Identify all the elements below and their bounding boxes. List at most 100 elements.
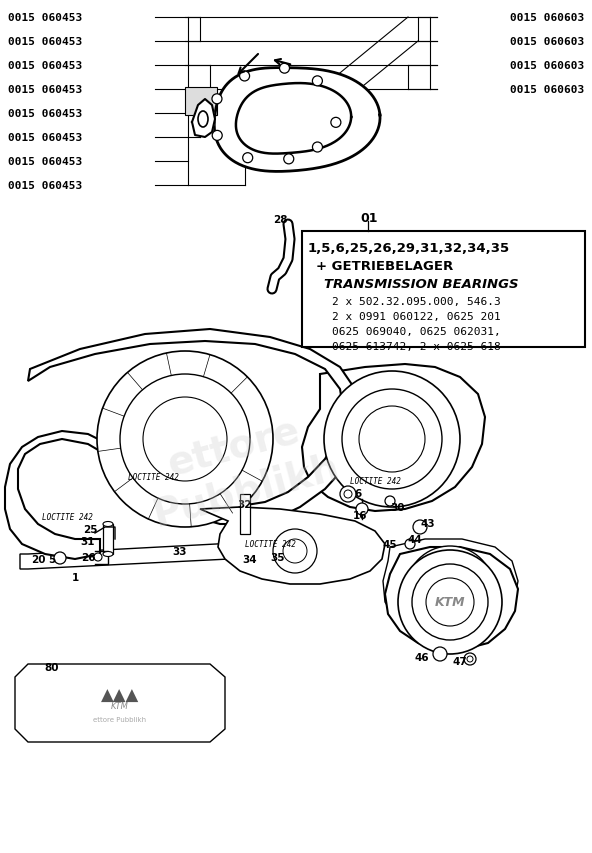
Bar (240, 495, 250, 534)
Text: 29: 29 (301, 259, 315, 270)
Circle shape (467, 656, 473, 662)
Text: 1: 1 (72, 572, 79, 583)
Text: 31: 31 (81, 537, 95, 547)
Text: 0015 060453: 0015 060453 (8, 133, 82, 142)
Text: 34: 34 (243, 554, 258, 565)
Circle shape (340, 486, 356, 502)
Text: 35: 35 (271, 553, 285, 562)
Text: 2 x 502.32.095.000, 546.3: 2 x 502.32.095.000, 546.3 (332, 297, 501, 306)
Bar (185, 88, 217, 116)
Text: KTM: KTM (435, 595, 465, 609)
Circle shape (120, 374, 250, 504)
Circle shape (324, 372, 460, 508)
Circle shape (243, 154, 253, 164)
Ellipse shape (103, 522, 113, 527)
Circle shape (356, 503, 368, 515)
Text: 0015 060453: 0015 060453 (8, 109, 82, 119)
Ellipse shape (103, 552, 113, 557)
Polygon shape (302, 364, 485, 512)
Circle shape (273, 530, 317, 573)
Ellipse shape (198, 112, 208, 128)
Polygon shape (236, 84, 351, 154)
Text: LOCTITE 242: LOCTITE 242 (128, 473, 179, 482)
Text: 2 x 0991 060122, 0625 201: 2 x 0991 060122, 0625 201 (332, 311, 501, 322)
Text: 0015 060453: 0015 060453 (8, 85, 82, 95)
Circle shape (212, 95, 222, 105)
Circle shape (426, 578, 474, 626)
Text: LOCTITE 242: LOCTITE 242 (245, 540, 296, 548)
Bar (103, 525, 113, 554)
Polygon shape (192, 100, 215, 138)
Text: 46: 46 (414, 653, 429, 662)
Circle shape (331, 119, 341, 128)
Text: LOCTITE 242: LOCTITE 242 (350, 477, 401, 486)
Text: 0015 060453: 0015 060453 (8, 181, 82, 191)
Circle shape (313, 77, 323, 87)
Text: 47: 47 (453, 656, 467, 666)
Text: 44: 44 (408, 534, 422, 544)
Text: 0015 060603: 0015 060603 (510, 13, 584, 23)
Polygon shape (20, 539, 315, 569)
Text: 20: 20 (31, 554, 45, 565)
Polygon shape (214, 68, 380, 172)
Circle shape (284, 154, 294, 165)
Circle shape (464, 653, 476, 665)
Text: 0015 060453: 0015 060453 (8, 37, 82, 47)
Text: 0015 060603: 0015 060603 (510, 37, 584, 47)
Text: 0015 060603: 0015 060603 (510, 85, 584, 95)
Text: 33: 33 (173, 547, 187, 556)
Circle shape (143, 397, 227, 481)
Text: 0015 060453: 0015 060453 (8, 157, 82, 167)
Circle shape (212, 131, 222, 142)
Text: 28: 28 (273, 215, 287, 224)
Text: 0015 060453: 0015 060453 (8, 13, 82, 23)
Text: ▲▲▲: ▲▲▲ (101, 686, 139, 705)
Text: 32: 32 (238, 499, 252, 509)
Text: 26: 26 (81, 553, 95, 562)
Circle shape (433, 647, 447, 661)
Text: 1,5,6,25,26,29,31,32,34,35: 1,5,6,25,26,29,31,32,34,35 (308, 241, 510, 255)
Circle shape (97, 351, 273, 527)
Circle shape (342, 390, 442, 490)
Circle shape (283, 539, 307, 563)
Text: 16: 16 (353, 510, 367, 520)
Text: 01: 01 (360, 212, 378, 224)
Polygon shape (385, 548, 518, 649)
Text: 5: 5 (49, 554, 56, 565)
Circle shape (344, 490, 352, 498)
Text: + GETRIEBELAGER: + GETRIEBELAGER (316, 259, 453, 273)
Text: 0625 613742, 2 x 0625 618: 0625 613742, 2 x 0625 618 (332, 341, 501, 351)
Text: 0625 069040, 0625 062031,: 0625 069040, 0625 062031, (332, 327, 501, 337)
Text: 30: 30 (391, 502, 406, 513)
Text: 25: 25 (83, 525, 97, 534)
Bar (302, 232, 585, 347)
Text: 0015 060603: 0015 060603 (510, 61, 584, 71)
Polygon shape (15, 664, 225, 742)
Polygon shape (200, 508, 385, 584)
Text: ettore Pubblikh: ettore Pubblikh (94, 717, 147, 722)
Text: 43: 43 (421, 519, 435, 528)
Circle shape (413, 520, 427, 534)
Text: LOCTITE 242: LOCTITE 242 (42, 513, 93, 522)
Circle shape (240, 72, 250, 82)
Text: 80: 80 (45, 662, 59, 672)
Circle shape (94, 554, 102, 561)
Text: KTM: KTM (111, 701, 129, 721)
Text: 45: 45 (382, 539, 397, 549)
Circle shape (313, 142, 323, 153)
Circle shape (405, 539, 415, 549)
Circle shape (54, 553, 66, 565)
Text: 6: 6 (355, 489, 362, 498)
Circle shape (412, 565, 488, 641)
Text: 0015 060453: 0015 060453 (8, 61, 82, 71)
Circle shape (406, 547, 494, 635)
Polygon shape (5, 329, 360, 560)
Circle shape (359, 407, 425, 473)
Circle shape (385, 496, 395, 507)
Ellipse shape (306, 310, 314, 315)
Polygon shape (383, 539, 518, 641)
Circle shape (398, 550, 502, 654)
Circle shape (279, 64, 289, 74)
Text: TRANSMISSION BEARINGS: TRANSMISSION BEARINGS (324, 278, 519, 291)
Text: ettore
Pubblikh: ettore Pubblikh (137, 405, 343, 534)
